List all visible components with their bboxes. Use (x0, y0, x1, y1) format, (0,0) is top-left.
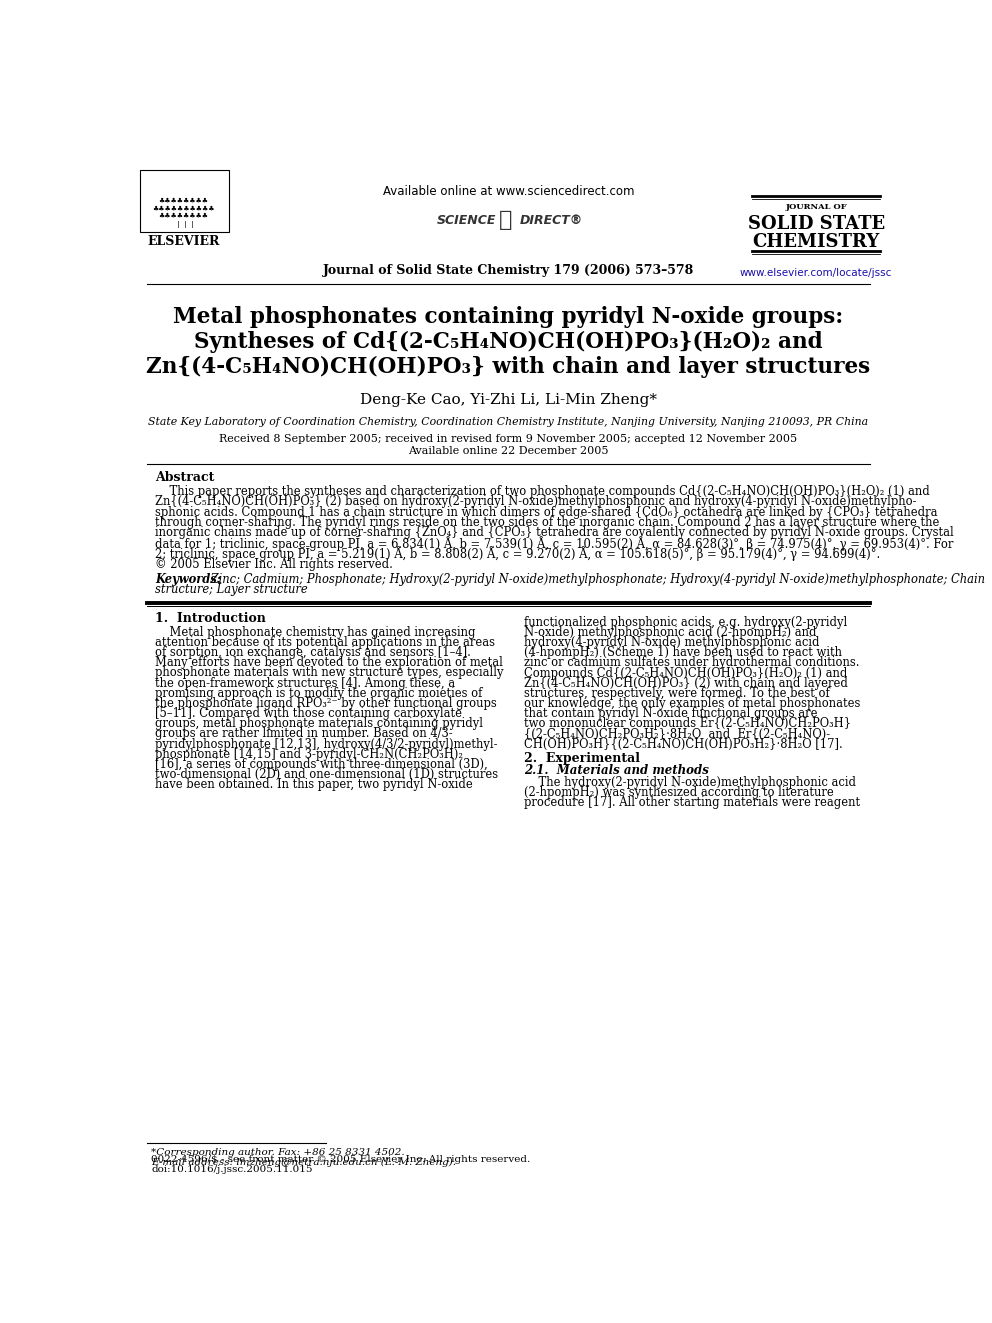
Text: Keywords:: Keywords: (155, 573, 221, 586)
Text: Zn{(4-C₅H₄NO)CH(OH)PO₃} (2) based on hydroxy(2-pyridyl N-oxide)methylphosphonic : Zn{(4-C₅H₄NO)CH(OH)PO₃} (2) based on hyd… (155, 495, 917, 508)
Text: hydroxy(4-pyridyl N-oxide) methylphosphonic acid: hydroxy(4-pyridyl N-oxide) methylphospho… (524, 636, 819, 650)
Text: Zinc; Cadmium; Phosphonate; Hydroxy(2-pyridyl N-oxide)methylphosphonate; Hydroxy: Zinc; Cadmium; Phosphonate; Hydroxy(2-py… (207, 573, 985, 586)
Text: Journal of Solid State Chemistry 179 (2006) 573–578: Journal of Solid State Chemistry 179 (20… (322, 263, 694, 277)
Text: our knowledge, the only examples of metal phosphonates: our knowledge, the only examples of meta… (524, 697, 860, 710)
Text: Syntheses of Cd{(2-C₅H₄NO)CH(OH)PO₃}(H₂O)₂ and: Syntheses of Cd{(2-C₅H₄NO)CH(OH)PO₃}(H₂O… (194, 331, 822, 353)
Text: procedure [17]. All other starting materials were reagent: procedure [17]. All other starting mater… (524, 796, 860, 808)
Text: 2; triclinic, space group PĪ, a = 5.219(1) Å, b = 8.808(2) Å, c = 9.270(2) Å, α : 2; triclinic, space group PĪ, a = 5.219(… (155, 546, 880, 561)
Text: inorganic chains made up of corner-sharing {ZnO₄} and {CPO₃} tetrahedra are cova: inorganic chains made up of corner-shari… (155, 527, 953, 540)
Text: DIRECT®: DIRECT® (519, 214, 582, 226)
Text: SCIENCE: SCIENCE (436, 214, 496, 226)
Text: phosphonate materials with new structure types, especially: phosphonate materials with new structure… (155, 667, 504, 680)
Text: two-dimensional (2D) and one-dimensional (1D) structures: two-dimensional (2D) and one-dimensional… (155, 769, 498, 781)
Text: E-mail address: lmzheng@netra.nju.edu.cn (L.-M. Zheng).: E-mail address: lmzheng@netra.nju.edu.cn… (151, 1158, 456, 1167)
Text: the phosphonate ligand RPO₃²⁻ by other functional groups: the phosphonate ligand RPO₃²⁻ by other f… (155, 697, 497, 710)
Text: two mononuclear compounds Er{(2-C₅H₄NO)CH₂PO₃H}: two mononuclear compounds Er{(2-C₅H₄NO)C… (524, 717, 851, 730)
Text: {(2-C₅H₄NO)CH₂PO₃H₂}·8H₂O  and  Er{(2-C₅H₄NO)-: {(2-C₅H₄NO)CH₂PO₃H₂}·8H₂O and Er{(2-C₅H₄… (524, 728, 830, 741)
Text: 0022-4596/$ - see front matter © 2005 Elsevier Inc. All rights reserved.: 0022-4596/$ - see front matter © 2005 El… (151, 1155, 531, 1164)
Text: data for 1; triclinic, space group PĪ, a = 6.834(1) Å, b = 7.539(1) Å, c = 10.59: data for 1; triclinic, space group PĪ, a… (155, 536, 953, 550)
Text: www.elsevier.com/locate/jssc: www.elsevier.com/locate/jssc (740, 267, 892, 278)
Text: zinc or cadmium sulfates under hydrothermal conditions.: zinc or cadmium sulfates under hydrother… (524, 656, 859, 669)
Text: N-oxide) methylphosphonic acid (2-hpompH₂) and: N-oxide) methylphosphonic acid (2-hpompH… (524, 626, 816, 639)
Text: (4-hpompH₂) (Scheme 1) have been used to react with: (4-hpompH₂) (Scheme 1) have been used to… (524, 647, 842, 659)
Text: promising approach is to modify the organic moieties of: promising approach is to modify the orga… (155, 687, 482, 700)
Text: structures, respectively, were formed. To the best of: structures, respectively, were formed. T… (524, 687, 829, 700)
Text: Abstract: Abstract (155, 471, 214, 484)
Text: sphonic acids. Compound 1 has a chain structure in which dimers of edge-shared {: sphonic acids. Compound 1 has a chain st… (155, 505, 937, 519)
Text: ♣♣♣♣♣♣♣♣♣♣: ♣♣♣♣♣♣♣♣♣♣ (153, 206, 215, 212)
Text: [16], a series of compounds with three-dimensional (3D),: [16], a series of compounds with three-d… (155, 758, 488, 771)
Text: 1.  Introduction: 1. Introduction (155, 613, 266, 624)
Text: (2-hpompH₂) was synthesized according to literature: (2-hpompH₂) was synthesized according to… (524, 786, 833, 799)
Text: JOURNAL OF: JOURNAL OF (786, 204, 847, 212)
Text: *Corresponding author. Fax: +86 25 8331 4502.: *Corresponding author. Fax: +86 25 8331 … (151, 1147, 405, 1156)
Text: SOLID STATE: SOLID STATE (748, 216, 885, 233)
Bar (140, 171, 228, 232)
Text: have been obtained. In this paper, two pyridyl N-oxide: have been obtained. In this paper, two p… (155, 778, 473, 791)
Text: ELSEVIER: ELSEVIER (148, 235, 220, 249)
Text: functionalized phosphonic acids, e.g. hydroxy(2-pyridyl: functionalized phosphonic acids, e.g. hy… (524, 615, 847, 628)
Text: State Key Laboratory of Coordination Chemistry, Coordination Chemistry Institute: State Key Laboratory of Coordination Che… (149, 417, 868, 427)
Text: CHEMISTRY: CHEMISTRY (753, 233, 880, 251)
Text: 2.1.  Materials and methods: 2.1. Materials and methods (524, 765, 708, 777)
Text: groups, metal phosphonate materials containing pyridyl: groups, metal phosphonate materials cont… (155, 717, 483, 730)
Text: that contain pyridyl N-oxide functional groups are: that contain pyridyl N-oxide functional … (524, 708, 817, 720)
Text: Available online 22 December 2005: Available online 22 December 2005 (408, 446, 609, 456)
Text: |  |  |: | | | (174, 221, 194, 228)
Text: attention because of its potential applications in the areas: attention because of its potential appli… (155, 636, 495, 650)
Text: groups are rather limited in number. Based on 4/3-: groups are rather limited in number. Bas… (155, 728, 452, 741)
Text: CH(OH)PO₃H}{(2-C₅H₄NO)CH(OH)PO₃H₂}·8H₂O [17].: CH(OH)PO₃H}{(2-C₅H₄NO)CH(OH)PO₃H₂}·8H₂O … (524, 738, 842, 750)
Text: doi:10.1016/j.jssc.2005.11.015: doi:10.1016/j.jssc.2005.11.015 (151, 1164, 312, 1174)
Text: Zn{(4-C₅H₄NO)CH(OH)PO₃} with chain and layer structures: Zn{(4-C₅H₄NO)CH(OH)PO₃} with chain and l… (147, 356, 870, 378)
Text: ♣♣♣♣♣♣♣♣: ♣♣♣♣♣♣♣♣ (159, 198, 208, 204)
Text: through corner-sharing. The pyridyl rings reside on the two sides of the inorgan: through corner-sharing. The pyridyl ring… (155, 516, 939, 529)
Text: structure; Layer structure: structure; Layer structure (155, 583, 308, 597)
Text: Available online at www.sciencedirect.com: Available online at www.sciencedirect.co… (383, 185, 634, 197)
Text: [5–11]. Compared with those containing carboxylate: [5–11]. Compared with those containing c… (155, 706, 462, 720)
Text: Zn{(4-C₅H₄NO)CH(OH)PO₃} (2) with chain and layered: Zn{(4-C₅H₄NO)CH(OH)PO₃} (2) with chain a… (524, 677, 848, 689)
Text: pyridylphosphonate [12,13], hydroxy(4/3/2-pyridyl)methyl-: pyridylphosphonate [12,13], hydroxy(4/3/… (155, 738, 498, 750)
Text: phosphonate [14,15] and 3-pyridyl-CH₂N(CH₂PO₃H)₂: phosphonate [14,15] and 3-pyridyl-CH₂N(C… (155, 747, 463, 761)
Text: Metal phosphonates containing pyridyl N-oxide groups:: Metal phosphonates containing pyridyl N-… (174, 306, 843, 328)
Text: of sorption, ion exchange, catalysis and sensors [1–4].: of sorption, ion exchange, catalysis and… (155, 646, 471, 659)
Text: the open-framework structures [4]. Among these, a: the open-framework structures [4]. Among… (155, 676, 455, 689)
Text: Metal phosphonate chemistry has gained increasing: Metal phosphonate chemistry has gained i… (155, 626, 475, 639)
Text: ⓐ: ⓐ (499, 210, 513, 230)
Text: Deng-Ke Cao, Yi-Zhi Li, Li-Min Zheng*: Deng-Ke Cao, Yi-Zhi Li, Li-Min Zheng* (360, 393, 657, 406)
Text: © 2005 Elsevier Inc. All rights reserved.: © 2005 Elsevier Inc. All rights reserved… (155, 558, 393, 570)
Text: Received 8 September 2005; received in revised form 9 November 2005; accepted 12: Received 8 September 2005; received in r… (219, 434, 798, 445)
Text: This paper reports the syntheses and characterization of two phosphonate compoun: This paper reports the syntheses and cha… (155, 486, 930, 497)
Text: The hydroxy(2-pyridyl N-oxide)methylphosphonic acid: The hydroxy(2-pyridyl N-oxide)methylphos… (524, 775, 856, 789)
Text: Many efforts have been devoted to the exploration of metal: Many efforts have been devoted to the ex… (155, 656, 503, 669)
Text: 2.  Experimental: 2. Experimental (524, 751, 640, 765)
Text: Compounds Cd{(2-C₅H₄NO)CH(OH)PO₃}(H₂O)₂ (1) and: Compounds Cd{(2-C₅H₄NO)CH(OH)PO₃}(H₂O)₂ … (524, 667, 847, 680)
Text: ♣♣♣♣♣♣♣♣: ♣♣♣♣♣♣♣♣ (159, 213, 208, 220)
